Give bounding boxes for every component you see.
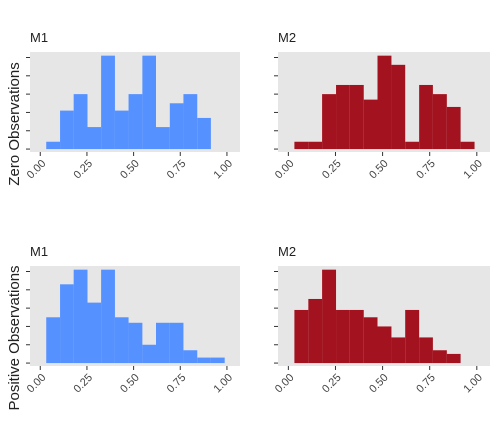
x-tick-label: 0.75 — [165, 372, 189, 396]
bar — [128, 322, 143, 364]
x-tick-label: 1.00 — [211, 372, 235, 396]
bar — [87, 302, 102, 364]
bar — [363, 317, 378, 364]
bar — [60, 110, 74, 150]
bar — [405, 309, 420, 364]
bar — [46, 317, 61, 364]
bar — [322, 94, 337, 150]
bar — [73, 94, 88, 150]
x-tick-label: 0.00 — [25, 158, 49, 182]
bar — [142, 344, 156, 364]
bar — [46, 141, 61, 150]
panel-title: M2 — [278, 244, 296, 259]
x-tick-label: 0.00 — [273, 158, 297, 182]
bar — [446, 353, 461, 364]
bar — [294, 141, 309, 150]
x-tick-label: 0.50 — [118, 158, 142, 182]
bar — [405, 141, 420, 150]
bar — [349, 309, 364, 364]
bar — [183, 350, 198, 364]
bar — [101, 269, 115, 364]
bar — [419, 337, 433, 364]
x-tick-label: 0.50 — [367, 158, 391, 182]
x-tick-label: 0.50 — [367, 372, 391, 396]
bar — [322, 269, 337, 364]
bar — [391, 337, 406, 364]
x-tick-label: 0.75 — [165, 158, 189, 182]
bar — [308, 141, 323, 150]
bar — [336, 309, 350, 364]
bar — [87, 127, 102, 150]
x-tick-label: 0.75 — [414, 372, 438, 396]
x-tick-label: 0.50 — [118, 372, 142, 396]
x-tick-label: 0.75 — [414, 158, 438, 182]
panel-title: M1 — [30, 30, 48, 45]
y-axis-label: Positive Observations — [6, 265, 23, 410]
bar — [60, 284, 74, 364]
bar — [336, 84, 350, 150]
x-tick-label: 1.00 — [211, 158, 235, 182]
bar — [377, 55, 392, 150]
bar — [377, 326, 392, 364]
x-tick-label: 1.00 — [461, 158, 485, 182]
panel-title: M2 — [278, 30, 296, 45]
x-tick-label: 0.25 — [320, 372, 344, 396]
bar — [197, 117, 211, 150]
bar — [419, 84, 433, 150]
bar — [446, 106, 461, 150]
bar — [294, 309, 309, 364]
bar — [432, 350, 447, 364]
bar — [169, 322, 184, 364]
x-tick-label: 0.25 — [320, 158, 344, 182]
bar — [391, 64, 406, 150]
y-axis-label: Zero Observations — [6, 62, 23, 185]
bar — [128, 94, 143, 150]
bar — [101, 55, 115, 150]
bar — [169, 103, 184, 150]
bar — [114, 110, 129, 150]
x-tick-label: 0.25 — [71, 158, 95, 182]
bar — [183, 94, 198, 150]
x-tick-label: 0.00 — [273, 372, 297, 396]
x-tick-label: 1.00 — [461, 372, 485, 396]
x-tick-label: 0.00 — [25, 372, 49, 396]
bar — [210, 357, 225, 364]
bar — [363, 99, 378, 150]
bar — [156, 322, 170, 364]
x-tick-label: 0.25 — [71, 372, 95, 396]
bar — [432, 94, 447, 150]
bar — [114, 317, 129, 364]
bar — [308, 298, 323, 364]
bar — [73, 269, 88, 364]
panel-title: M1 — [30, 244, 48, 259]
bar — [460, 141, 475, 150]
bar — [349, 84, 364, 150]
bar — [156, 127, 170, 150]
bar — [197, 357, 211, 364]
bar — [142, 55, 156, 150]
